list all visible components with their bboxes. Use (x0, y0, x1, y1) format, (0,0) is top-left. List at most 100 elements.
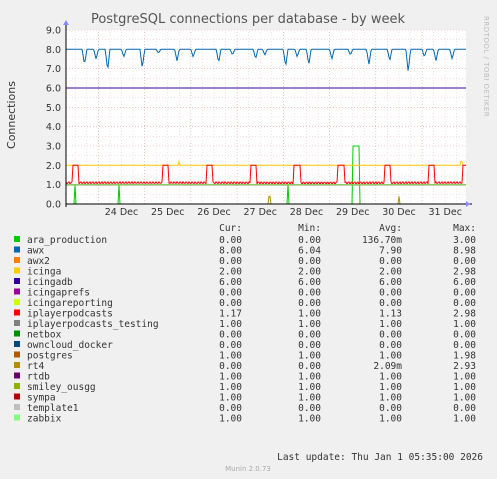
legend-label-awx2: awx2 (27, 256, 50, 267)
legend-avg: 0.00 (379, 403, 402, 414)
legend-label-ara_production: ara_production (27, 235, 107, 246)
x-tick-label: 31 Dec (428, 207, 462, 218)
legend-max: 1.00 (453, 393, 476, 404)
x-tick-label: 26 Dec (197, 207, 231, 218)
legend-min: 0.00 (298, 403, 321, 414)
legend-label-owncloud_docker: owncloud_docker (27, 340, 113, 351)
legend-cur: 1.00 (219, 372, 242, 383)
legend-swatch-template1 (14, 404, 20, 410)
y-tick-label: 6.0 (46, 84, 61, 95)
legend-swatch-sympa (14, 393, 20, 400)
y-tick-label: 2.0 (46, 161, 61, 172)
legend-cur: 0.00 (219, 235, 242, 246)
legend-header-avg: Avg: (379, 223, 402, 234)
legend-avg: 2.09m (373, 361, 402, 372)
legend-label-iplayerpodcasts: iplayerpodcasts (27, 309, 113, 320)
legend-avg: 1.00 (379, 319, 402, 330)
legend-avg: 1.00 (379, 372, 402, 383)
series-line-icinga (66, 159, 466, 166)
legend-max: 0.00 (453, 256, 476, 267)
legend-avg: 0.00 (379, 340, 402, 351)
legend-label-rt4: rt4 (27, 361, 44, 372)
legend-swatch-postgres (14, 351, 20, 358)
legend-avg: 2.00 (379, 267, 402, 278)
legend-min: 1.00 (298, 382, 321, 393)
legend-avg: 1.13 (379, 309, 402, 320)
legend-avg: 1.00 (379, 351, 402, 362)
legend-min: 6.00 (298, 277, 321, 288)
series-line-awx (66, 48, 466, 71)
legend-min: 0.00 (298, 288, 321, 299)
legend-max: 0.00 (453, 340, 476, 351)
x-axis-arrow (466, 201, 470, 207)
legend-max: 6.00 (453, 277, 476, 288)
y-axis-arrow (63, 20, 69, 25)
last-update: Last update: Thu Jan 1 05:35:00 2026 (277, 452, 483, 463)
legend-label-awx: awx (27, 246, 44, 257)
legend-cur: 0.00 (219, 256, 242, 267)
legend-avg: 7.90 (379, 246, 402, 257)
x-tick-label: 29 Dec (336, 207, 370, 218)
legend-cur: 0.00 (219, 361, 242, 372)
legend-avg: 1.00 (379, 414, 402, 425)
y-tick-label: 0.0 (46, 200, 61, 211)
legend-cur: 1.00 (219, 319, 242, 330)
legend-cur: 1.00 (219, 414, 242, 425)
legend-swatch-rt4 (14, 362, 20, 368)
legend-max: 0.00 (453, 298, 476, 309)
legend-label-sympa: sympa (27, 393, 56, 404)
x-tick-labels: 24 Dec 25 Dec 26 Dec 27 Dec 28 Dec 29 Dec 30 D… (105, 207, 462, 218)
legend-max: 1.00 (453, 319, 476, 330)
legend-label-icingaprefs: icingaprefs (27, 288, 90, 299)
legend-min: 0.00 (298, 298, 321, 309)
legend: Cur: Min: Avg: Max: ara_production 0.00 0.… (14, 223, 476, 425)
legend-swatch-icingaprefs (14, 288, 20, 295)
legend-max: 8.98 (453, 246, 476, 257)
legend-swatch-ara_production (14, 236, 20, 242)
legend-max: 2.93 (453, 361, 476, 372)
legend-avg: 0.00 (379, 256, 402, 267)
y-tick-label: 9.0 (46, 26, 61, 37)
legend-swatch-rtdb (14, 372, 20, 379)
x-tick-label: 24 Dec (105, 207, 139, 218)
legend-swatch-awx2 (14, 257, 20, 263)
legend-label-icingareporting: icingareporting (27, 298, 113, 309)
legend-label-netbox: netbox (27, 330, 62, 341)
chart-title: PostgreSQL connections per database - by… (91, 12, 406, 27)
legend-min: 0.00 (298, 361, 321, 372)
legend-max: 1.00 (453, 414, 476, 425)
x-tick-label: 28 Dec (290, 207, 324, 218)
legend-min: 0.00 (298, 340, 321, 351)
legend-swatch-iplayerpodcasts_testing (14, 320, 20, 326)
y-tick-label: 1.0 (46, 180, 61, 191)
legend-avg: 0.00 (379, 298, 402, 309)
legend-max: 2.98 (453, 267, 476, 278)
legend-max: 3.00 (453, 235, 476, 246)
legend-max: 2.98 (453, 309, 476, 320)
legend-min: 1.00 (298, 319, 321, 330)
legend-cur: 1.00 (219, 382, 242, 393)
legend-min: 1.00 (298, 414, 321, 425)
legend-label-iplayerpodcasts_testing: iplayerpodcasts_testing (27, 319, 159, 330)
legend-swatch-icingareporting (14, 299, 20, 305)
legend-swatch-smiley_ousgg (14, 383, 20, 389)
x-tick-label: 25 Dec (151, 207, 185, 218)
legend-cur: 6.00 (219, 277, 242, 288)
legend-label-icinga: icinga (27, 267, 61, 278)
legend-max: 1.00 (453, 382, 476, 393)
legend-min: 6.04 (298, 246, 321, 257)
legend-label-template1: template1 (27, 403, 79, 414)
legend-swatch-netbox (14, 330, 20, 337)
legend-max: 1.00 (453, 372, 476, 383)
legend-label-icingadb: icingadb (27, 277, 73, 288)
legend-avg: 0.00 (379, 330, 402, 341)
legend-cur: 0.00 (219, 403, 242, 414)
legend-min: 1.00 (298, 372, 321, 383)
legend-avg: 136.70m (362, 235, 402, 246)
legend-swatch-zabbix (14, 414, 20, 421)
legend-avg: 0.00 (379, 288, 402, 299)
legend-min: 0.00 (298, 330, 321, 341)
legend-max: 0.00 (453, 403, 476, 414)
legend-avg: 6.00 (379, 277, 402, 288)
